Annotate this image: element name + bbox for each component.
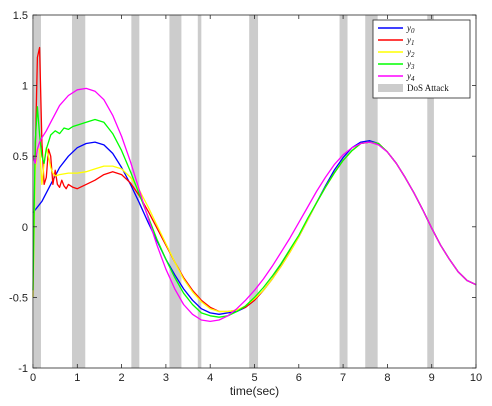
dos-attack-band xyxy=(197,15,202,368)
legend-label-sub: 1 xyxy=(411,39,415,47)
legend-label-y4: y4 xyxy=(406,71,415,83)
legend-label-y1: y1 xyxy=(406,35,415,47)
y-axis-ticks: -1 -0.5 0 0.5 1 1.5 xyxy=(9,10,476,375)
dos-attack-band xyxy=(131,15,140,368)
y-tick-label: -0.5 xyxy=(9,292,28,304)
legend-label-main: y xyxy=(406,47,411,57)
legend-label-sub: 3 xyxy=(410,63,415,71)
x-tick-label: 10 xyxy=(470,372,482,384)
legend-label-main: y xyxy=(406,59,411,69)
legend-label-y0: y0 xyxy=(406,23,415,35)
y-tick-label: -1 xyxy=(18,363,28,375)
legend-label-sub: 0 xyxy=(411,27,415,35)
x-tick-label: 2 xyxy=(119,372,125,384)
dos-attack-band xyxy=(249,15,259,368)
x-tick-label: 0 xyxy=(30,372,36,384)
dos-attack-band xyxy=(339,15,348,368)
legend-swatch-dos xyxy=(378,84,403,92)
dos-attack-band xyxy=(33,15,41,368)
legend-label-y3: y3 xyxy=(406,59,415,71)
dos-attack-band xyxy=(365,15,378,368)
y-tick-label: 0 xyxy=(22,222,28,234)
y-tick-label: 1.5 xyxy=(13,10,28,22)
legend-label-main: y xyxy=(406,35,411,45)
dos-attack-band xyxy=(427,15,434,368)
legend-label-main: y xyxy=(406,71,411,81)
x-tick-label: 4 xyxy=(207,372,213,384)
x-axis-ticks: 0 1 2 3 4 5 6 7 8 9 10 xyxy=(30,15,482,384)
dos-attack-intervals xyxy=(33,15,434,368)
legend-label-y2: y2 xyxy=(406,47,415,59)
x-tick-label: 6 xyxy=(296,372,302,384)
x-tick-label: 8 xyxy=(384,372,390,384)
series-line-y4 xyxy=(32,87,477,323)
legend-label-sub: 2 xyxy=(411,51,415,59)
x-tick-label: 1 xyxy=(74,372,80,384)
legend-label-dos: DoS Attack xyxy=(407,83,449,93)
x-tick-label: 3 xyxy=(163,372,169,384)
x-tick-label: 7 xyxy=(340,372,346,384)
series-lines xyxy=(32,46,477,323)
x-tick-label: 5 xyxy=(251,372,257,384)
y-tick-label: 1 xyxy=(22,81,28,93)
x-tick-label: 9 xyxy=(429,372,435,384)
x-axis-label: time(sec) xyxy=(230,384,279,398)
legend-label-sub: 4 xyxy=(411,75,415,83)
dos-attack-band xyxy=(71,15,86,368)
y-tick-label: 0.5 xyxy=(13,151,28,163)
legend-label-main: y xyxy=(406,23,411,33)
dos-attack-band xyxy=(169,15,182,368)
